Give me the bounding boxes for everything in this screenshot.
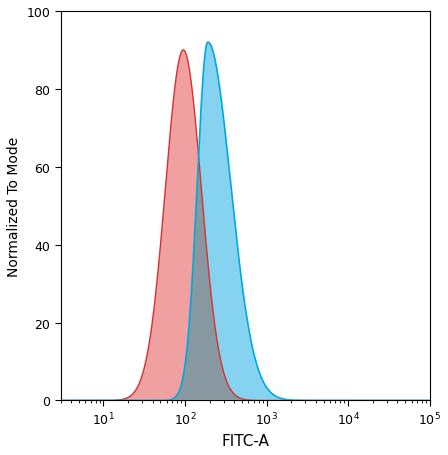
X-axis label: FITC-A: FITC-A	[221, 433, 269, 448]
Y-axis label: Normalized To Mode: Normalized To Mode	[7, 136, 21, 276]
